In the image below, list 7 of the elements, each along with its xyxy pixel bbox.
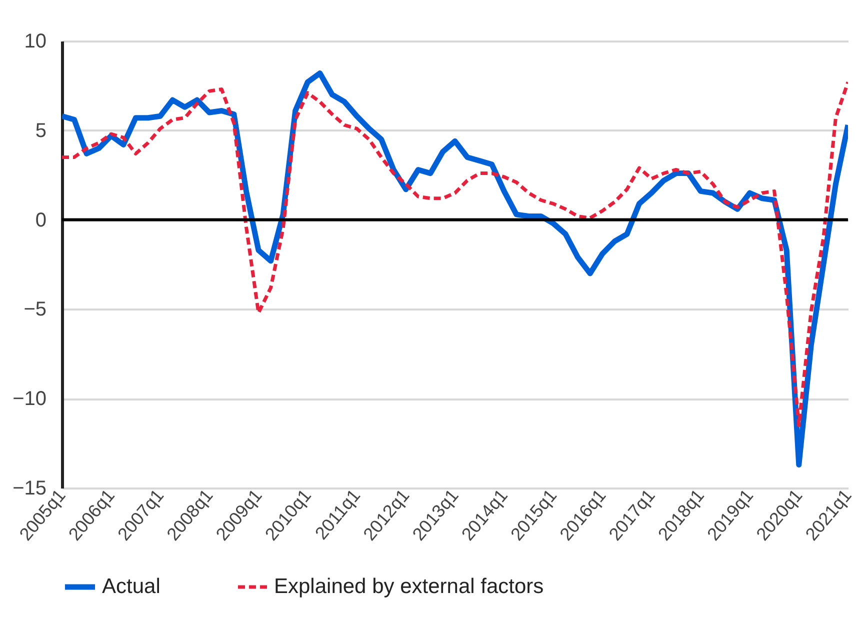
y-tick-label: −5: [24, 298, 46, 321]
y-tick-label: 0: [35, 209, 46, 232]
y-tick-label: 10: [24, 30, 46, 52]
legend-label: Explained by external factors: [274, 575, 544, 598]
legend-label: Actual: [102, 575, 160, 598]
y-tick-label: −10: [12, 388, 46, 410]
y-tick-label: 5: [35, 120, 46, 142]
